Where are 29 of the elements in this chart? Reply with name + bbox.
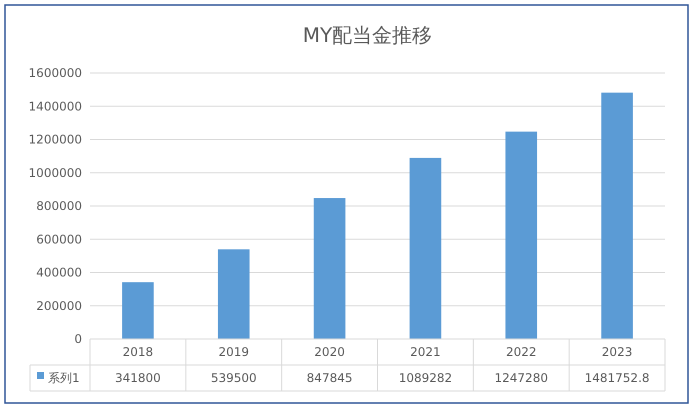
bar bbox=[218, 249, 250, 339]
bar bbox=[505, 132, 538, 339]
data-label: 847845 bbox=[306, 371, 352, 385]
data-label: 539500 bbox=[210, 371, 257, 385]
y-tick-label: 1000000 bbox=[28, 166, 82, 180]
y-tick-label: 400000 bbox=[36, 266, 82, 280]
x-tick-label: 2018 bbox=[122, 345, 154, 359]
x-tick-label: 2021 bbox=[410, 345, 441, 359]
y-tick-label: 1600000 bbox=[28, 66, 82, 80]
legend-label: 系列1 bbox=[48, 371, 80, 385]
data-label: 1481752.8 bbox=[584, 371, 650, 385]
bar bbox=[122, 282, 154, 339]
bar bbox=[601, 92, 633, 339]
bar bbox=[314, 198, 346, 339]
x-tick-label: 2019 bbox=[218, 345, 250, 359]
x-tick-label: 2023 bbox=[602, 345, 632, 359]
y-tick-label: 0 bbox=[74, 332, 82, 346]
x-tick-label: 2022 bbox=[506, 345, 537, 359]
y-tick-label: 1400000 bbox=[28, 99, 82, 114]
y-tick-label: 1200000 bbox=[28, 132, 82, 146]
x-tick-label: 2020 bbox=[314, 345, 345, 359]
y-tick-label: 200000 bbox=[36, 298, 82, 313]
data-label: 341800 bbox=[115, 371, 161, 385]
chart-title: MY配当金推移 bbox=[302, 23, 432, 47]
y-tick-label: 800000 bbox=[36, 199, 82, 213]
bar bbox=[410, 158, 442, 339]
data-label: 1089282 bbox=[398, 371, 452, 385]
data-label: 1247280 bbox=[494, 371, 548, 385]
y-tick-label: 600000 bbox=[36, 232, 82, 246]
